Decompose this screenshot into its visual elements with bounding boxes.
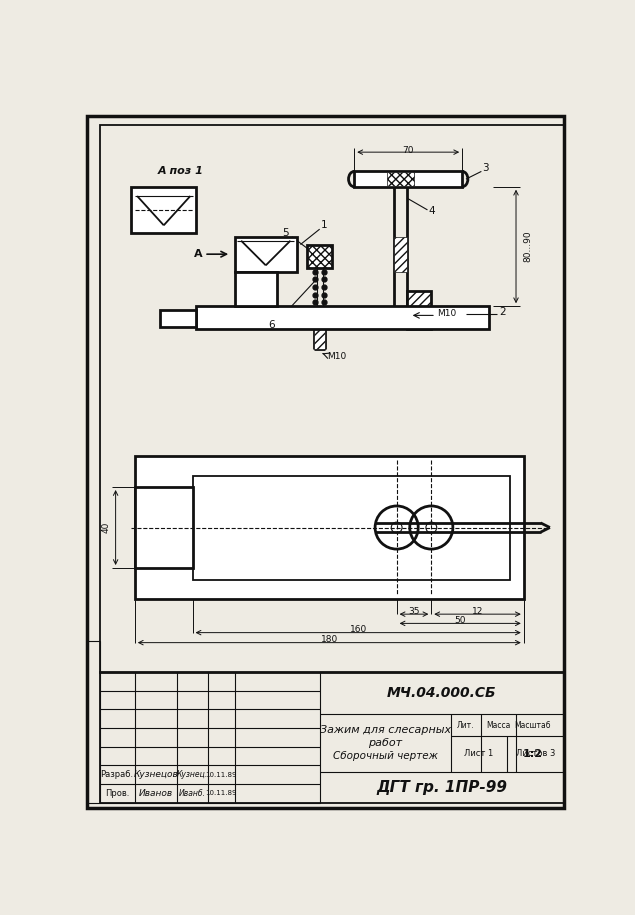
- Bar: [192, 476, 510, 579]
- Text: работ: работ: [368, 738, 402, 748]
- Text: 80...90: 80...90: [523, 231, 532, 263]
- Bar: [354, 171, 462, 187]
- Bar: [387, 172, 415, 186]
- Bar: [131, 187, 196, 233]
- Text: Масса: Масса: [486, 720, 511, 729]
- Text: 4: 4: [428, 207, 434, 217]
- Bar: [235, 237, 297, 272]
- Text: 10.11.89: 10.11.89: [205, 771, 237, 778]
- Text: Масштаб: Масштаб: [515, 720, 551, 729]
- Bar: [408, 291, 431, 329]
- Text: 160: 160: [349, 625, 367, 634]
- Text: Лист 1: Лист 1: [464, 749, 493, 759]
- Bar: [394, 237, 408, 272]
- Bar: [314, 329, 325, 349]
- Text: Иванб.: Иванб.: [179, 789, 206, 798]
- Text: 5: 5: [283, 228, 289, 238]
- Bar: [159, 310, 196, 327]
- Text: Листов 3: Листов 3: [516, 749, 555, 759]
- Text: 10.11.89: 10.11.89: [205, 791, 237, 796]
- Bar: [394, 307, 408, 329]
- Bar: [135, 457, 524, 598]
- Text: 12: 12: [472, 607, 483, 616]
- Text: А поз 1: А поз 1: [158, 167, 204, 177]
- Bar: [235, 272, 277, 307]
- Text: М10: М10: [438, 309, 457, 318]
- Text: 2: 2: [500, 307, 506, 318]
- Bar: [100, 125, 564, 673]
- Text: Кузнец.: Кузнец.: [177, 770, 208, 780]
- Text: Разраб.: Разраб.: [100, 770, 134, 780]
- Text: 6: 6: [269, 320, 275, 330]
- Text: Лит.: Лит.: [457, 720, 475, 729]
- Text: 1: 1: [321, 221, 328, 231]
- Bar: [135, 487, 192, 568]
- Text: А: А: [194, 249, 203, 259]
- Text: 1:2: 1:2: [523, 748, 543, 759]
- Text: 40: 40: [101, 522, 110, 533]
- Text: 3: 3: [482, 163, 488, 173]
- Bar: [196, 307, 489, 329]
- Text: 35: 35: [408, 607, 420, 616]
- Text: Пров.: Пров.: [105, 789, 130, 798]
- Text: ДГТ гр. 1ПР-99: ДГТ гр. 1ПР-99: [376, 780, 507, 795]
- Text: М10: М10: [328, 351, 347, 361]
- Text: Зажим для слесарных: Зажим для слесарных: [319, 726, 451, 736]
- Text: 50: 50: [455, 616, 466, 625]
- Bar: [87, 641, 100, 802]
- Bar: [100, 672, 564, 802]
- Text: 70: 70: [403, 146, 414, 156]
- Text: Сборочный чертеж: Сборочный чертеж: [333, 751, 438, 761]
- Text: Иванов: Иванов: [138, 789, 173, 798]
- Text: МЧ.04.000.СБ: МЧ.04.000.СБ: [387, 686, 497, 700]
- Text: 180: 180: [321, 635, 338, 644]
- Bar: [307, 244, 332, 268]
- Text: Кузнецов: Кузнецов: [133, 770, 178, 780]
